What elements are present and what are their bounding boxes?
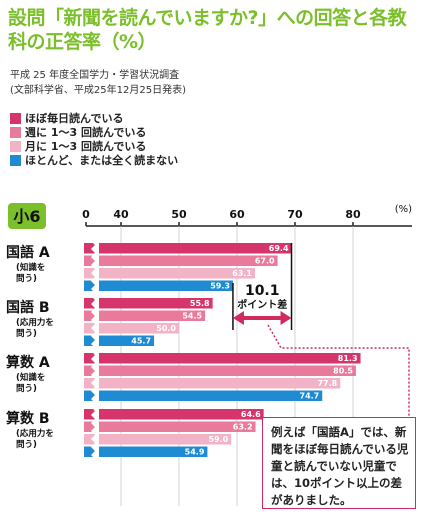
bar-value-label: 59.3 xyxy=(210,282,230,291)
group-sublabel: (応用力を xyxy=(16,428,54,439)
unit-label: (%) xyxy=(395,204,412,215)
legend-item-weekly: 週に 1～3 回読んでいる xyxy=(10,125,178,139)
bar xyxy=(84,268,255,279)
bar-value-label: 59.0 xyxy=(208,435,228,444)
bar xyxy=(84,390,323,401)
legend: ほぼ毎日読んでいる 週に 1～3 回読んでいる 月に 1～3 回読んでいる ほと… xyxy=(10,111,178,167)
x-tick-label: 40 xyxy=(113,208,129,221)
legend-swatch-never xyxy=(10,154,21,166)
note-box: 例えば「国語A」では、新聞をほぼ毎日読んでいる児童と読んでいない児童では、10ポ… xyxy=(262,417,416,509)
bar xyxy=(84,365,356,376)
group-sublabel: 問う) xyxy=(16,440,37,450)
bar xyxy=(84,378,341,389)
note-connector xyxy=(267,324,410,417)
legend-item-never: ほとんど、または全く読まない xyxy=(10,153,178,167)
legend-item-daily: ほぼ毎日読んでいる xyxy=(10,111,178,125)
bar-value-label: 80.5 xyxy=(333,367,353,376)
bar xyxy=(84,409,264,420)
gap-arrow-head-right xyxy=(280,311,292,325)
chart-title: 設問「新聞を読んでいますか?」への回答と各教科の正答率（%） xyxy=(8,7,407,53)
legend-label-monthly: 月に 1～3 回読んでいる xyxy=(25,140,147,153)
bar xyxy=(84,446,208,457)
x-tick-label: 50 xyxy=(171,208,187,221)
legend-label-weekly: 週に 1～3 回読んでいる xyxy=(25,126,147,139)
bar-value-label: 74.7 xyxy=(300,392,320,401)
grade-badge xyxy=(8,203,46,229)
bar-value-label: 64.6 xyxy=(241,410,261,419)
legend-label-never: ほとんど、または全く読まない xyxy=(25,154,179,167)
bar xyxy=(84,434,232,445)
bar-value-label: 54.9 xyxy=(185,448,205,457)
gap-label: ポイント差 xyxy=(237,298,287,311)
x-tick-label: 0 xyxy=(82,208,90,221)
bar-value-label: 77.8 xyxy=(317,379,337,388)
bar xyxy=(84,243,292,254)
bar-value-label: 55.8 xyxy=(190,299,210,308)
bar-value-label: 63.2 xyxy=(233,423,253,432)
grade-badge-text: 小6 xyxy=(13,207,40,226)
group-sublabel: (知識を xyxy=(16,372,45,383)
bar xyxy=(84,280,233,291)
bar xyxy=(84,310,206,321)
gap-arrow-head-left xyxy=(232,311,244,325)
bar-value-label: 81.3 xyxy=(338,354,358,363)
group-sublabel: (応用力を xyxy=(16,317,54,328)
bar-value-label: 67.0 xyxy=(255,257,275,266)
group-label: 算数 A xyxy=(6,354,50,371)
bar-value-label: 63.1 xyxy=(232,269,252,278)
gap-value: 10.1 xyxy=(245,283,280,299)
bar xyxy=(84,353,361,364)
legend-swatch-weekly xyxy=(10,126,21,138)
legend-swatch-monthly xyxy=(10,140,21,152)
legend-label-daily: ほぼ毎日読んでいる xyxy=(25,112,124,125)
legend-swatch-daily xyxy=(10,112,21,124)
bar-value-label: 69.4 xyxy=(269,244,289,253)
bar-value-label: 50.0 xyxy=(156,324,176,333)
group-label: 国語 A xyxy=(6,244,50,261)
x-tick-label: 70 xyxy=(287,208,303,221)
source-line-1: 平成 25 年度全国学力・学習状況調査 xyxy=(10,70,180,81)
group-sublabel: 問う) xyxy=(16,384,37,394)
source-line-2: (文部科学省、平成25年12月25日発表) xyxy=(10,85,186,96)
group-sublabel: 問う) xyxy=(16,274,37,284)
bar xyxy=(84,323,179,334)
bar xyxy=(84,255,278,266)
group-label: 国語 B xyxy=(6,299,50,316)
x-tick-label: 60 xyxy=(229,208,245,221)
group-label: 算数 B xyxy=(6,410,50,427)
bar-value-label: 54.5 xyxy=(182,312,202,321)
legend-item-monthly: 月に 1～3 回読んでいる xyxy=(10,139,178,153)
bar xyxy=(84,335,155,346)
bar xyxy=(84,421,256,432)
bar xyxy=(84,298,213,309)
group-sublabel: (知識を xyxy=(16,262,45,273)
bar-value-label: 45.7 xyxy=(131,337,151,346)
x-tick-label: 80 xyxy=(345,208,361,221)
group-sublabel: 問う) xyxy=(16,329,37,339)
